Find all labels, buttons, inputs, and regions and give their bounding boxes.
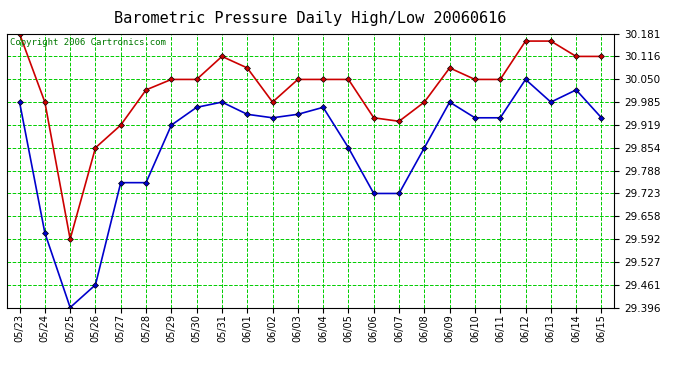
Text: Copyright 2006 Cartronics.com: Copyright 2006 Cartronics.com: [10, 38, 166, 47]
Text: Barometric Pressure Daily High/Low 20060616: Barometric Pressure Daily High/Low 20060…: [115, 11, 506, 26]
